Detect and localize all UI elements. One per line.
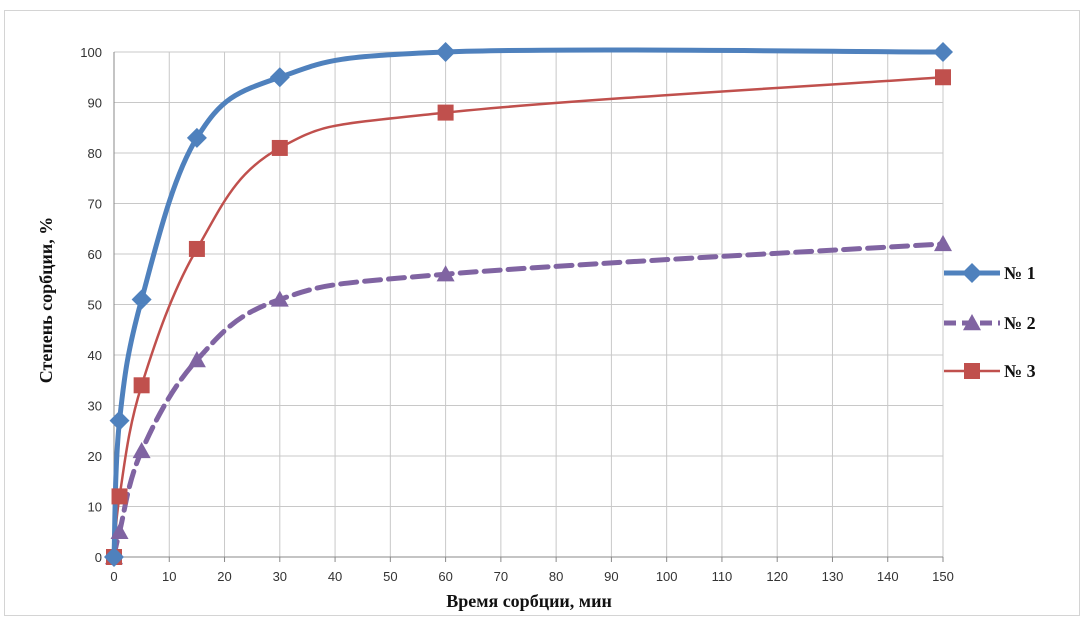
x-tick-label: 40 <box>328 569 342 584</box>
data-point-series-1 <box>933 42 953 62</box>
legend-label: № 2 <box>1004 313 1036 333</box>
y-tick-label: 100 <box>80 45 102 60</box>
x-axis-title: Время сорбции, мин <box>446 591 612 611</box>
series-lines <box>114 50 943 557</box>
data-point-series-3 <box>438 105 454 121</box>
data-point-series-1 <box>270 67 290 87</box>
y-tick-label: 60 <box>88 247 102 262</box>
y-tick-label: 20 <box>88 449 102 464</box>
legend-label: № 3 <box>1004 361 1036 381</box>
x-tick-label: 0 <box>110 569 117 584</box>
legend-label: № 1 <box>1004 263 1036 283</box>
x-axis-ticks: 0 10 20 30 40 50 60 70 80 90 100 110 120 130 140 150 <box>110 569 953 584</box>
legend-marker <box>962 263 982 283</box>
x-tick-label: 30 <box>273 569 287 584</box>
x-tick-label: 130 <box>822 569 844 584</box>
x-tick-label: 120 <box>766 569 788 584</box>
series-line-1 <box>114 50 943 557</box>
y-tick-label: 50 <box>88 298 102 313</box>
x-tick-label: 70 <box>494 569 508 584</box>
x-tick-label: 80 <box>549 569 563 584</box>
data-point-series-3 <box>272 140 288 156</box>
x-tick-label: 140 <box>877 569 899 584</box>
legend: № 1 № 2 № 3 <box>944 263 1036 381</box>
y-tick-label: 80 <box>88 146 102 161</box>
data-point-series-3 <box>189 241 205 257</box>
y-axis-title: Степень сорбции, % <box>36 217 56 383</box>
y-tick-label: 70 <box>88 197 102 212</box>
x-tick-label: 110 <box>712 569 733 584</box>
y-tick-label: 10 <box>88 500 102 515</box>
x-tick-label: 20 <box>217 569 231 584</box>
data-point-series-3 <box>134 377 150 393</box>
data-point-series-3 <box>935 69 951 85</box>
x-tick-label: 90 <box>604 569 618 584</box>
data-point-series-1 <box>436 42 456 62</box>
x-tick-label: 150 <box>932 569 954 584</box>
data-point-series-3 <box>112 488 128 504</box>
data-point-series-2 <box>934 235 952 251</box>
y-axis-ticks: 0 10 20 30 40 50 60 70 80 90 100 <box>80 45 102 565</box>
x-tick-label: 100 <box>656 569 678 584</box>
x-tick-label: 50 <box>383 569 397 584</box>
series-line-2 <box>114 244 943 557</box>
grid <box>114 52 943 562</box>
data-point-series-2 <box>133 442 151 458</box>
data-point-series-1 <box>110 411 130 431</box>
x-tick-label: 60 <box>438 569 452 584</box>
y-tick-label: 0 <box>95 550 102 565</box>
y-tick-label: 30 <box>88 399 102 414</box>
data-point-series-1 <box>132 289 152 309</box>
y-tick-label: 40 <box>88 348 102 363</box>
legend-marker <box>964 363 980 379</box>
y-tick-label: 90 <box>88 96 102 111</box>
x-tick-label: 10 <box>162 569 176 584</box>
